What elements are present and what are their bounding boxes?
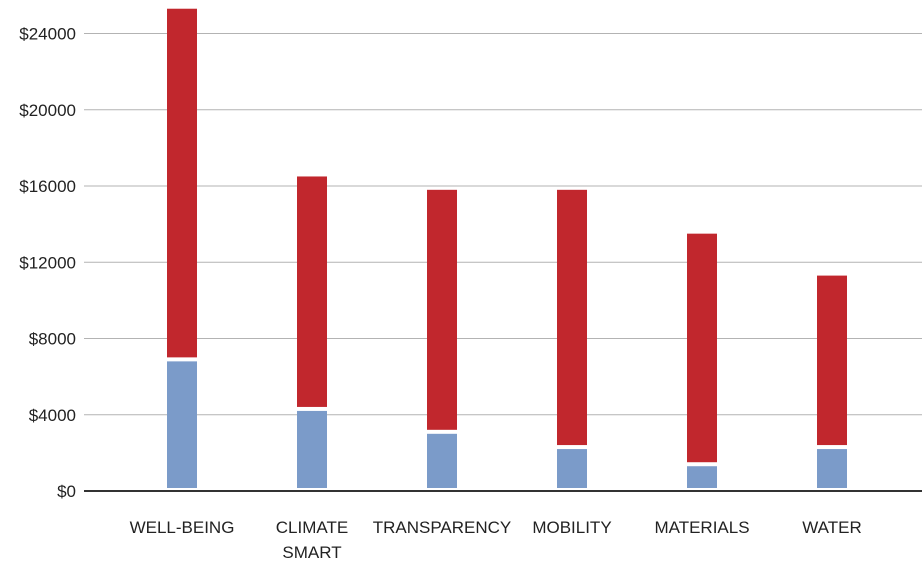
x-category-label: SMART [282, 543, 341, 562]
x-category-label: TRANSPARENCY [373, 518, 512, 537]
y-tick-label: $4000 [29, 406, 76, 425]
x-axis-categories: WELL-BEING CLIMATE SMART TRANSPARENCY MOBILI… [130, 518, 862, 562]
y-tick-label: $0 [57, 482, 76, 501]
x-category-label: WELL-BEING [130, 518, 235, 537]
bar-segment-lower [557, 449, 587, 488]
x-category-label: MATERIALS [654, 518, 749, 537]
bar-segment-upper [167, 8, 197, 358]
y-axis-ticks: $0 $4000 $8000 $12000 $16000 $20000 $24000 [19, 25, 76, 502]
bar-segment-upper [817, 275, 847, 446]
y-tick-label: $12000 [19, 253, 76, 272]
x-category-label: MOBILITY [532, 518, 611, 537]
bar-segment-upper [297, 176, 327, 407]
y-tick-label: $16000 [19, 177, 76, 196]
bar-segment-upper [427, 189, 457, 430]
y-tick-label: $20000 [19, 101, 76, 120]
bars [167, 8, 847, 488]
x-category-label: WATER [802, 518, 862, 537]
bar-segment-lower [687, 466, 717, 488]
gridlines [84, 33, 922, 416]
x-category-label: CLIMATE [276, 518, 348, 537]
bar-segment-lower [167, 361, 197, 488]
bar-segment-upper [687, 233, 717, 463]
y-tick-label: $24000 [19, 25, 76, 44]
bar-segment-lower [427, 433, 457, 488]
bar-segment-lower [817, 449, 847, 488]
y-tick-label: $8000 [29, 330, 76, 349]
bar-segment-upper [557, 189, 587, 446]
bar-segment-lower [297, 410, 327, 488]
